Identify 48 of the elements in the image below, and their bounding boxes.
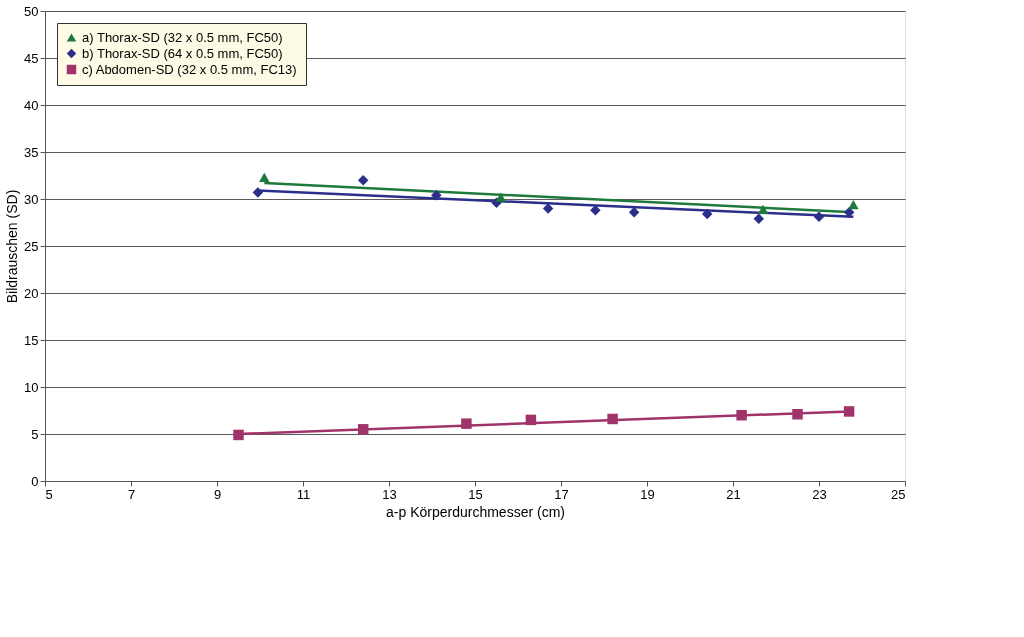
point	[357, 424, 369, 435]
y-tick-label: 0	[31, 473, 39, 489]
point	[813, 211, 825, 223]
point	[542, 203, 554, 214]
point	[590, 205, 601, 216]
point	[736, 409, 747, 421]
point	[252, 187, 264, 198]
x-tick-label: 9	[213, 486, 222, 502]
point	[233, 429, 244, 441]
legend-label: c) Abdomen-SD (32 x 0.5 mm, FC13)	[82, 61, 297, 77]
y-tick-label: 5	[31, 426, 39, 442]
y-tick-label: 45	[24, 50, 39, 66]
point	[431, 190, 442, 201]
y-axis-title: Bildrauschen (SD)	[4, 189, 21, 304]
x-tick-label: 7	[127, 486, 136, 502]
x-tick-label: 17	[554, 486, 569, 502]
point	[753, 213, 765, 224]
point	[843, 406, 855, 417]
y-tick-label: 15	[24, 332, 39, 348]
x-tick-label: 25	[891, 486, 906, 502]
legend-label: a) Thorax-SD (32 x 0.5 mm, FC50)	[82, 29, 283, 45]
y-tick-label: 50	[24, 3, 39, 19]
x-tick-label: 19	[640, 486, 655, 502]
y-tick-label: 25	[24, 238, 39, 254]
point	[525, 414, 537, 426]
point	[843, 206, 855, 218]
x-tick-label: 13	[382, 486, 397, 502]
y-tick-label: 30	[24, 191, 39, 207]
x-tick-label: 5	[45, 486, 53, 502]
y-tick-label: 40	[24, 97, 39, 113]
x-axis-title: a-p Körperdurchmesser (cm)	[386, 503, 565, 520]
point	[701, 208, 713, 220]
y-tick-label: 20	[24, 285, 39, 301]
y-tick-label: 10	[24, 379, 39, 395]
point	[259, 172, 270, 182]
point	[848, 200, 859, 210]
legend-label: b) Thorax-SD (64 x 0.5 mm, FC50)	[82, 45, 283, 61]
point	[792, 409, 803, 420]
x-tick-label: 11	[296, 486, 311, 502]
x-tick-label: 23	[812, 486, 827, 502]
point	[357, 174, 369, 186]
x-tick-label: 15	[468, 486, 483, 502]
x-tick-label: 21	[726, 486, 741, 502]
point	[461, 418, 472, 429]
point	[607, 413, 618, 425]
point	[495, 192, 507, 202]
point	[757, 204, 769, 214]
y-tick-label: 35	[24, 144, 39, 160]
